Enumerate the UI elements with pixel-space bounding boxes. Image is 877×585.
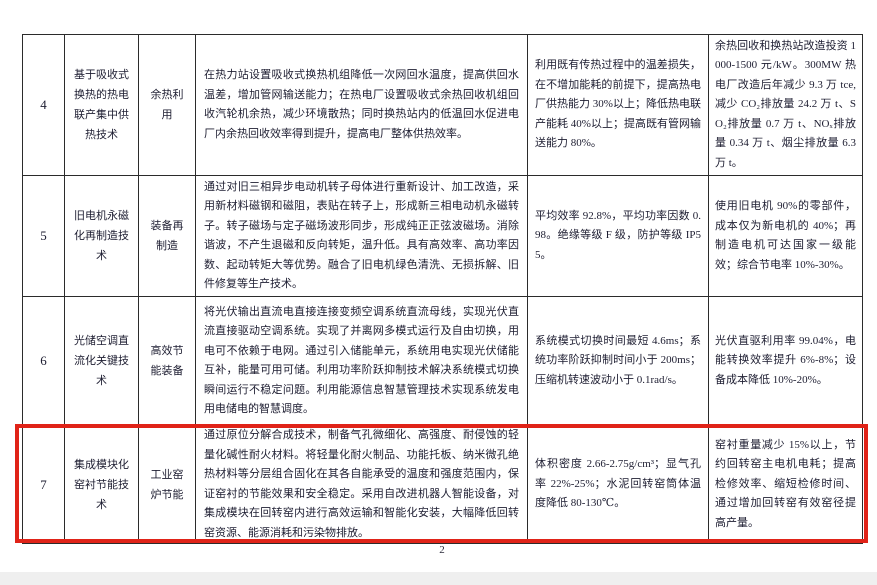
indicators-cell: 平均效率 92.8%，平均功率因数 0.98。绝缘等级 F 级，防护等级 IP5…: [527, 175, 709, 297]
benefits-cell: 窑衬重量减少 15%以上，节约回转窑主电机电耗；提高检修效率、缩短检修时间、通过…: [708, 425, 863, 544]
table-row: 5 旧电机永磁化再制造技术 装备再制造 通过对旧三相异步电动机转子母体进行重新设…: [22, 175, 863, 297]
technology-table: 4 基于吸收式换热的热电联产集中供热技术 余热利用 在热力站设置吸收式换热机组降…: [22, 34, 863, 544]
tech-name-cell: 集成模块化窑衬节能技术: [64, 425, 139, 544]
table-row-highlighted: 7 集成模块化窑衬节能技术 工业窑炉节能 通过原位分解合成技术，制备气孔微细化、…: [22, 425, 863, 544]
description-cell: 通过对旧三相异步电动机转子母体进行重新设计、加工改造，采用新材料磁钢和磁阻，表贴…: [195, 175, 528, 297]
table-row: 4 基于吸收式换热的热电联产集中供热技术 余热利用 在热力站设置吸收式换热机组降…: [22, 34, 863, 176]
page-bottom-edge: [0, 572, 877, 585]
category-cell: 余热利用: [138, 34, 196, 176]
tech-name-cell: 光储空调直流化关键技术: [64, 296, 139, 426]
tech-name-cell: 旧电机永磁化再制造技术: [64, 175, 139, 297]
benefits-cell: 余热回收和换热站改造投资 1000-1500 元/kW。300MW 热电厂改造后…: [708, 34, 863, 176]
indicators-cell: 利用既有传热过程中的温差损失，在不增加能耗的前提下，提高热电厂供热能力 30%以…: [527, 34, 709, 176]
row-number-cell: 7: [22, 425, 65, 544]
category-cell: 高效节能装备: [138, 296, 196, 426]
description-cell: 将光伏输出直流电直接连接变频空调系统直流母线，实现光伏直流直接驱动空调系统。实现…: [195, 296, 528, 426]
row-number-cell: 5: [22, 175, 65, 297]
category-cell: 装备再制造: [138, 175, 196, 297]
tech-name-cell: 基于吸收式换热的热电联产集中供热技术: [64, 34, 139, 176]
row-number-cell: 4: [22, 34, 65, 176]
description-cell: 在热力站设置吸收式换热机组降低一次网回水温度，提高供回水温差，增加管网输送能力；…: [195, 34, 528, 176]
benefits-cell: 使用旧电机 90%的零部件，成本仅为新电机的 40%；再制造电机可达国家一级能效…: [708, 175, 863, 297]
indicators-cell: 体积密度 2.66-2.75g/cm³；显气孔率 22%-25%；水泥回转窑筒体…: [527, 425, 709, 544]
page-number: 2: [439, 544, 445, 556]
table-row: 6 光储空调直流化关键技术 高效节能装备 将光伏输出直流电直接连接变频空调系统直…: [22, 296, 863, 426]
description-cell: 通过原位分解合成技术，制备气孔微细化、高强度、耐侵蚀的轻量化碱性耐火材料。将轻量…: [195, 425, 528, 544]
row-number-cell: 6: [22, 296, 65, 426]
indicators-cell: 系统模式切换时间最短 4.6ms；系统功率阶跃抑制时间小于 200ms；压缩机转…: [527, 296, 709, 426]
category-cell: 工业窑炉节能: [138, 425, 196, 544]
benefits-cell: 光伏直驱利用率 99.04%，电能转换效率提升 6%-8%；设备成本降低 10%…: [708, 296, 863, 426]
